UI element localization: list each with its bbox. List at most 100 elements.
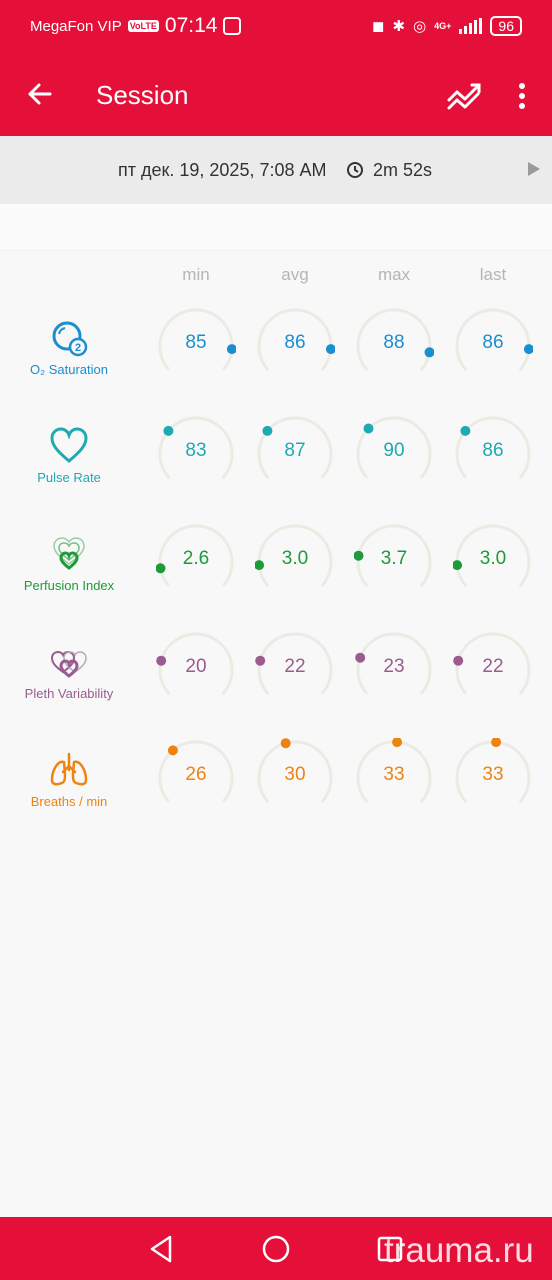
more-options-icon[interactable] bbox=[506, 78, 538, 114]
nav-back-icon[interactable] bbox=[143, 1231, 179, 1267]
gauge-dial bbox=[455, 416, 531, 479]
lungs-icon bbox=[50, 752, 88, 786]
gauge-dial bbox=[257, 308, 335, 371]
gauge-value: 22 bbox=[284, 656, 306, 677]
metric-row: Pulse Rate 83 87 90 86 bbox=[0, 414, 552, 522]
gauge-dial bbox=[156, 632, 234, 695]
gauge-value: 90 bbox=[383, 440, 405, 461]
column-header-min: min bbox=[182, 265, 210, 284]
gauge-last: 22 bbox=[453, 630, 533, 738]
gauge-avg: 30 bbox=[255, 738, 335, 846]
gauge-track bbox=[158, 740, 234, 803]
gauge-dial bbox=[453, 632, 531, 695]
gauge-avg: 87 bbox=[255, 414, 335, 522]
pleth-hearts-icon bbox=[50, 650, 87, 678]
gauge-value: 33 bbox=[383, 764, 405, 785]
gauge-dot bbox=[523, 344, 533, 355]
metric-label: Pleth Variability bbox=[24, 686, 114, 701]
o2-icon: 2 bbox=[52, 321, 88, 357]
nav-recents-icon[interactable] bbox=[372, 1231, 408, 1267]
gauge-track bbox=[356, 524, 432, 587]
gauge-dot bbox=[167, 745, 178, 756]
svg-text:2: 2 bbox=[75, 342, 81, 354]
metric-row: 2 O₂ Saturation 85 86 88 86 bbox=[0, 306, 552, 414]
metric-row: Pleth Variability 20 22 23 22 bbox=[0, 630, 552, 738]
gauge-max: 90 bbox=[354, 414, 434, 522]
gauge-dial bbox=[455, 738, 531, 803]
gauge-last: 86 bbox=[453, 306, 533, 414]
gauge-dial bbox=[257, 738, 333, 803]
gauge-dot bbox=[226, 344, 236, 355]
gauge-avg: 22 bbox=[255, 630, 335, 738]
gauge-dial bbox=[356, 738, 432, 803]
back-arrow-icon[interactable] bbox=[20, 74, 60, 114]
metric-label: Breaths / min bbox=[30, 794, 108, 809]
gauge-max: 88 bbox=[354, 306, 434, 414]
nfc-icon: ◼ bbox=[372, 18, 385, 35]
gauge-value: 3.0 bbox=[281, 548, 309, 569]
gauge-value: 86 bbox=[482, 332, 504, 353]
gauge-dial bbox=[158, 416, 234, 479]
nav-home-icon[interactable] bbox=[258, 1231, 294, 1267]
play-icon[interactable] bbox=[526, 160, 542, 178]
metric-header: Perfusion Index bbox=[8, 522, 130, 630]
gauge-value: 3.0 bbox=[479, 548, 507, 569]
gauge-max: 33 bbox=[354, 738, 434, 846]
gauge-dial bbox=[455, 308, 533, 371]
metric-header: 2 O₂ Saturation bbox=[8, 306, 130, 414]
gauge-dial bbox=[453, 524, 531, 587]
gauge-dot bbox=[156, 655, 167, 666]
bluetooth-icon: ✱ bbox=[392, 18, 406, 35]
watermark: trauma.ru bbox=[384, 1231, 534, 1270]
metric-row: Breaths / min 26 30 33 33 bbox=[0, 738, 552, 846]
gauge-dial bbox=[356, 308, 434, 371]
metric-header: Pulse Rate bbox=[8, 414, 130, 522]
metric-label: Perfusion Index bbox=[23, 578, 115, 593]
gauge-track bbox=[356, 308, 432, 371]
column-header-last: last bbox=[479, 265, 507, 284]
trend-chart-icon[interactable] bbox=[444, 78, 484, 114]
spacer-band bbox=[0, 204, 552, 251]
gauge-value: 20 bbox=[185, 656, 207, 677]
gauge-last: 3.0 bbox=[453, 522, 533, 630]
gauge-track bbox=[158, 416, 234, 479]
signal-icon bbox=[459, 18, 483, 34]
gauge-min: 85 bbox=[156, 306, 236, 414]
gauge-value: 3.7 bbox=[380, 548, 408, 569]
gauge-value: 23 bbox=[383, 656, 405, 677]
gauge-dial bbox=[355, 632, 432, 695]
gauge-dot bbox=[280, 738, 291, 749]
gauge-track bbox=[356, 632, 432, 695]
gauge-track bbox=[158, 632, 234, 695]
session-info-bar: пт дек. 19, 2025, 7:08 AM 2m 52s bbox=[0, 136, 552, 204]
gauge-track bbox=[257, 416, 333, 479]
gauge-track bbox=[356, 416, 432, 479]
clock-icon bbox=[347, 162, 363, 178]
hotspot-icon: ◎ bbox=[413, 18, 427, 35]
gauge-track bbox=[455, 416, 531, 479]
navigation-bar bbox=[0, 1217, 552, 1280]
gauge-value: 86 bbox=[482, 440, 504, 461]
carrier-name: MegaFon VIP bbox=[30, 17, 122, 35]
column-header-avg: avg bbox=[281, 265, 309, 284]
gauge-dial bbox=[356, 416, 432, 479]
gauge-min: 83 bbox=[156, 414, 236, 522]
gauge-value: 2.6 bbox=[182, 548, 210, 569]
network-type: 4G+ bbox=[434, 20, 452, 31]
column-header-max: max bbox=[377, 265, 411, 284]
gauge-last: 86 bbox=[453, 414, 533, 522]
gauge-dot bbox=[262, 425, 273, 436]
page-title: Session bbox=[96, 80, 189, 110]
gauge-avg: 86 bbox=[255, 306, 335, 414]
volte-badge: VoLTE bbox=[127, 20, 159, 32]
gauge-dot bbox=[424, 347, 434, 358]
gauge-value: 33 bbox=[482, 764, 504, 785]
gauge-avg: 3.0 bbox=[255, 522, 335, 630]
gauge-value: 86 bbox=[284, 332, 306, 353]
metric-row: Perfusion Index 2.6 3.0 3.7 3.0 bbox=[0, 522, 552, 630]
metric-header: Breaths / min bbox=[8, 738, 130, 846]
gauge-value: 85 bbox=[185, 332, 207, 353]
gauge-dot bbox=[325, 344, 335, 355]
gauge-value: 26 bbox=[185, 764, 207, 785]
gauge-dot bbox=[460, 425, 471, 436]
